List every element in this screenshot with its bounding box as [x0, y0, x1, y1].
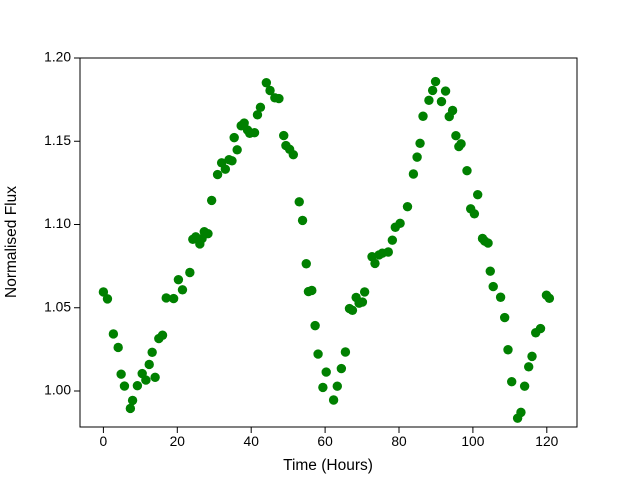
svg-text:Time (Hours): Time (Hours)	[283, 457, 373, 474]
svg-text:120: 120	[535, 434, 558, 449]
svg-text:1.15: 1.15	[44, 133, 71, 148]
svg-text:20: 20	[170, 434, 186, 449]
svg-text:40: 40	[244, 434, 260, 449]
svg-text:1.00: 1.00	[44, 383, 71, 398]
svg-text:1.20: 1.20	[44, 50, 71, 65]
svg-text:1.10: 1.10	[44, 216, 71, 231]
svg-text:Normalised Flux: Normalised Flux	[3, 186, 20, 298]
svg-text:80: 80	[391, 434, 407, 449]
svg-text:0: 0	[100, 434, 108, 449]
svg-text:100: 100	[461, 434, 484, 449]
svg-text:60: 60	[317, 434, 333, 449]
svg-text:1.05: 1.05	[44, 299, 71, 314]
